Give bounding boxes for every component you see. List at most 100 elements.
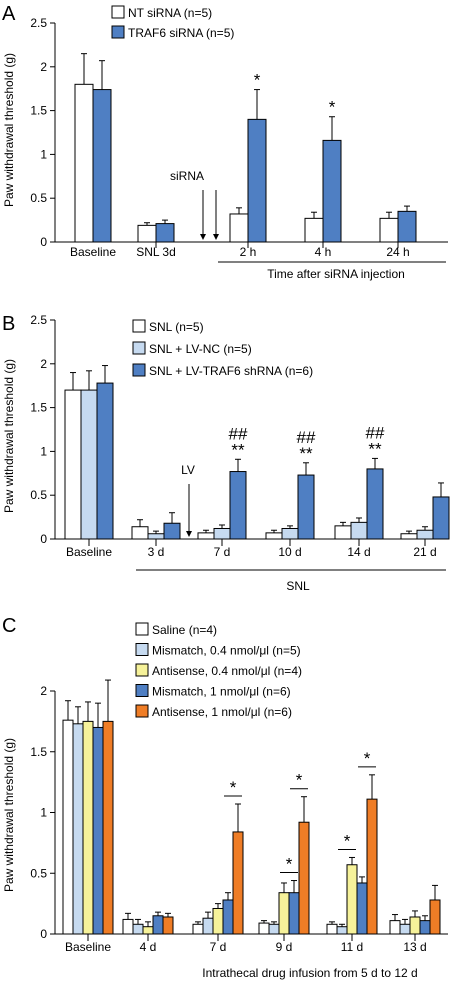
bar [268,923,280,935]
bar [72,723,84,935]
y-tick-label: 0.5 [30,488,47,502]
legend-label: SNL + LV-TRAF6 shRNA (n=6) [149,364,313,378]
bar [163,522,181,540]
injection-arrowhead [213,234,219,240]
legend-label: Antisense, 1 nmol/μl (n=6) [152,705,292,719]
y-tick-label: 1 [40,806,47,820]
bar [147,533,165,540]
bar [82,720,94,935]
bar [64,389,82,540]
bar [213,527,231,540]
bar [232,831,244,935]
bar [202,917,214,935]
panel-c-ylabel: Paw withdrawal threshold (g) [2,738,16,892]
category-label: 11 d [341,940,363,954]
panel-a-yaxis: 0 0.5 1 1.5 2 2.5 [30,16,56,249]
bar [74,83,94,243]
bar [152,915,164,935]
y-tick-label: 0 [40,235,47,249]
legend-label: SNL (n=5) [149,320,204,334]
bar [397,210,417,243]
category-label: 21 d [413,545,436,559]
category-label: Baseline [70,245,116,259]
y-tick-label: 0.5 [30,866,47,880]
significance-star: * [296,771,303,790]
category-label: 7 d [210,940,227,954]
bar [429,899,441,935]
bar [222,899,234,935]
y-tick-label: 1.5 [30,401,47,415]
panel-a-ylabel: Paw withdrawal threshold (g) [2,53,16,207]
bar [80,389,98,540]
bar [326,923,338,935]
legend-swatch [135,622,149,636]
bar [212,907,224,935]
category-label: SNL 3d [136,245,176,259]
bar [137,224,157,243]
legend-swatch [132,319,146,333]
panel-c-yaxis: 0 0.5 1 1.5 2 [30,684,56,941]
category-label: 10 d [278,545,301,559]
panel-a-letter: A [2,3,16,25]
bar [92,726,104,935]
y-tick-label: 0 [40,532,47,546]
legend-swatch [111,5,125,19]
significance-mark: ## [297,428,316,447]
panel-b-ylabel: Paw withdrawal threshold (g) [2,359,16,513]
bar [298,821,310,935]
y-tick-label: 2 [40,357,47,371]
bar [197,532,215,540]
y-tick-label: 2.5 [30,16,47,30]
bar [278,892,290,935]
panel-a-legend: NT siRNA (n=5) TRAF6 siRNA (n=5) [111,5,234,40]
bar [142,926,154,935]
significance-mark: ## [229,424,248,443]
bar [132,923,144,935]
bar [192,923,204,935]
panel-c-letter: C [2,615,16,637]
bar [356,882,368,935]
bar [416,529,434,540]
category-label: 14 d [347,545,370,559]
y-tick-label: 1.5 [30,745,47,759]
bar [131,526,149,540]
panel-a-injection-label: siRNA [170,169,204,183]
panel-b-yaxis: 0 0.5 1 1.5 2 2.5 [30,313,56,546]
legend-label: Mismatch, 1 nmol/μl (n=6) [152,685,291,699]
bar [265,532,283,540]
bar [122,918,134,935]
category-label: 13 d [403,940,426,954]
bar [350,521,368,540]
bar [409,916,421,935]
legend-swatch [135,643,149,656]
bar [322,139,342,243]
legend-label: TRAF6 siRNA (n=5) [128,26,234,40]
category-label: Baseline [65,940,111,954]
legend-swatch [135,704,149,718]
category-label: 7 d [214,545,231,559]
panel-b-annotations: LV SNL ##**##**##** [136,423,446,593]
y-tick-label: 1 [40,444,47,458]
legend-swatch [135,663,149,677]
category-label: 9 d [276,940,293,954]
category-label: 4 h [315,245,332,259]
significance-star: * [329,98,336,117]
y-tick-label: 1 [40,147,47,161]
significance-mark: ** [231,440,245,459]
category-label: 24 h [386,245,409,259]
bar [92,89,112,243]
panel-c: C Paw withdrawal threshold (g) 0 0.5 1 1.5 2… [2,615,448,980]
bar [96,382,114,540]
bar [258,922,270,935]
panel-b-injection-label: LV [181,463,195,477]
panel-c-legend: Saline (n=4) Mismatch, 0.4 nmol/μl (n=5) A… [135,622,302,719]
significance-mark: ** [299,444,313,463]
category-label: Baseline [66,545,112,559]
y-tick-label: 2 [40,684,47,698]
legend-label: Mismatch, 0.4 nmol/μl (n=5) [152,644,301,658]
bar [366,798,378,935]
bar [334,525,352,540]
category-label: 3 d [148,545,165,559]
legend-swatch [111,25,125,39]
